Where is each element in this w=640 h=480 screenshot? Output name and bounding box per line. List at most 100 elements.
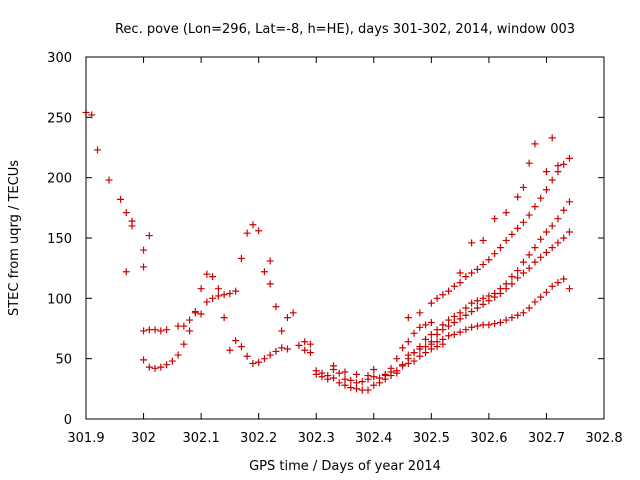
data-point bbox=[531, 298, 539, 306]
x-tick-label: 302.7 bbox=[528, 431, 565, 446]
data-point bbox=[278, 344, 286, 352]
data-point bbox=[560, 275, 568, 283]
data-point bbox=[301, 346, 309, 354]
data-point bbox=[283, 345, 291, 353]
data-point bbox=[168, 357, 176, 365]
data-point bbox=[324, 372, 332, 380]
data-point bbox=[525, 159, 533, 167]
data-point bbox=[548, 244, 556, 252]
data-point bbox=[491, 215, 499, 223]
data-point bbox=[209, 273, 217, 281]
data-point bbox=[243, 229, 251, 237]
data-point bbox=[548, 222, 556, 230]
chart-title: Rec. pove (Lon=296, Lat=-8, h=HE), days … bbox=[115, 22, 575, 37]
data-point bbox=[508, 273, 516, 281]
data-point bbox=[237, 255, 245, 263]
data-point bbox=[306, 349, 314, 357]
data-point bbox=[439, 335, 447, 343]
data-point bbox=[422, 343, 430, 351]
data-point bbox=[508, 314, 516, 322]
data-point bbox=[525, 211, 533, 219]
data-point bbox=[491, 320, 499, 328]
data-point bbox=[514, 193, 522, 201]
data-point bbox=[191, 309, 199, 317]
data-point bbox=[404, 351, 412, 359]
data-point bbox=[186, 327, 194, 335]
data-point bbox=[220, 314, 228, 322]
y-axis-label: STEC from uqrg / TECUs bbox=[7, 160, 22, 316]
data-point bbox=[266, 257, 274, 265]
data-point bbox=[508, 230, 516, 238]
data-point bbox=[496, 290, 504, 298]
data-point bbox=[565, 285, 573, 293]
plot-frame bbox=[85, 56, 605, 420]
data-point bbox=[491, 250, 499, 258]
data-point bbox=[399, 344, 407, 352]
y-tick-label: 0 bbox=[64, 413, 72, 428]
data-point bbox=[462, 304, 470, 312]
data-point bbox=[278, 327, 286, 335]
data-point bbox=[479, 300, 487, 308]
data-point bbox=[514, 274, 522, 282]
data-point bbox=[491, 293, 499, 301]
data-point bbox=[283, 314, 291, 322]
data-point bbox=[433, 331, 441, 339]
data-point bbox=[519, 183, 527, 191]
data-point bbox=[232, 287, 240, 295]
data-point bbox=[174, 351, 182, 359]
data-point bbox=[427, 299, 435, 307]
x-tick-label: 302.4 bbox=[355, 431, 392, 446]
data-point bbox=[393, 355, 401, 363]
data-point bbox=[180, 322, 188, 330]
data-point bbox=[560, 206, 568, 214]
data-point bbox=[554, 215, 562, 223]
x-tick-label: 302.8 bbox=[585, 431, 622, 446]
data-point bbox=[445, 322, 453, 330]
data-point bbox=[157, 327, 165, 335]
y-tick-label: 250 bbox=[47, 111, 72, 126]
data-point bbox=[140, 356, 148, 364]
data-point bbox=[260, 355, 268, 363]
data-point bbox=[260, 268, 268, 276]
data-point bbox=[537, 235, 545, 243]
data-point bbox=[519, 218, 527, 226]
data-point bbox=[416, 352, 424, 360]
data-point bbox=[456, 315, 464, 323]
data-point bbox=[445, 316, 453, 324]
data-point bbox=[468, 239, 476, 247]
data-point bbox=[473, 265, 481, 273]
data-point bbox=[203, 270, 211, 278]
data-point bbox=[462, 311, 470, 319]
data-point bbox=[565, 228, 573, 236]
data-point bbox=[456, 269, 464, 277]
data-point bbox=[255, 358, 263, 366]
data-point bbox=[318, 369, 326, 377]
data-point bbox=[266, 280, 274, 288]
data-point bbox=[266, 351, 274, 359]
data-point bbox=[519, 258, 527, 266]
data-point bbox=[180, 340, 188, 348]
data-point bbox=[410, 357, 418, 365]
data-point bbox=[220, 291, 228, 299]
data-point bbox=[502, 209, 510, 217]
data-point bbox=[88, 111, 96, 119]
data-point bbox=[468, 323, 476, 331]
y-tick-label: 200 bbox=[47, 172, 72, 187]
data-point bbox=[542, 288, 550, 296]
y-tick-label: 150 bbox=[47, 232, 72, 247]
data-point bbox=[140, 327, 148, 335]
data-point bbox=[416, 309, 424, 317]
data-point bbox=[514, 224, 522, 232]
data-point bbox=[105, 176, 113, 184]
data-point bbox=[422, 349, 430, 357]
data-point bbox=[232, 337, 240, 345]
data-point bbox=[531, 244, 539, 252]
data-point bbox=[329, 366, 337, 374]
data-point bbox=[433, 338, 441, 346]
data-point bbox=[468, 269, 476, 277]
data-point bbox=[519, 309, 527, 317]
data-point bbox=[399, 361, 407, 369]
data-point bbox=[560, 160, 568, 168]
data-point bbox=[479, 236, 487, 244]
